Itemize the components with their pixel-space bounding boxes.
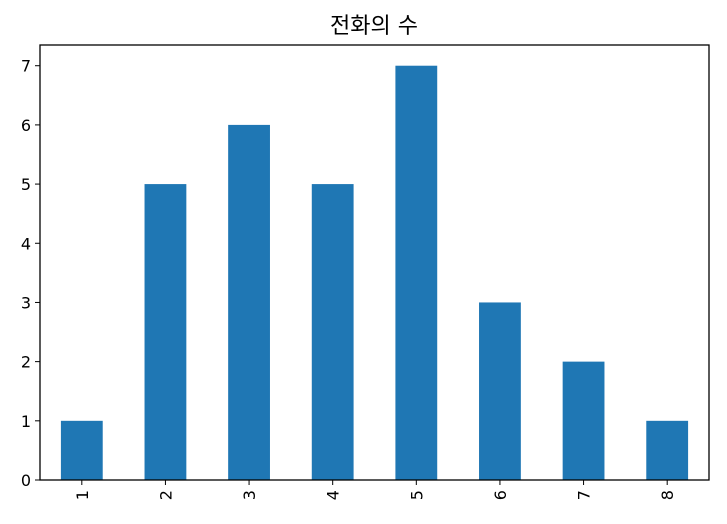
x-tick-label-8: 8: [658, 490, 677, 500]
bar-6: [479, 302, 521, 480]
x-tick-label-6: 6: [491, 490, 510, 500]
chart-title: 전화의 수: [330, 14, 418, 39]
bar-3: [228, 124, 270, 481]
bar-5: [395, 65, 438, 480]
bars-group: [60, 65, 689, 481]
bar-4: [311, 184, 354, 480]
x-tick-label-7: 7: [575, 490, 594, 500]
bar-1: [60, 420, 103, 480]
y-axis: 0 1 2 3 4 5 6 7: [21, 57, 40, 490]
bar-8: [646, 420, 689, 480]
x-tick-label-4: 4: [324, 490, 343, 500]
y-tick-label-2: 2: [21, 353, 31, 372]
y-tick-label-0: 0: [21, 471, 31, 490]
x-tick-label-5: 5: [407, 490, 426, 500]
x-tick-label-1: 1: [73, 490, 92, 500]
y-tick-label-1: 1: [21, 412, 31, 431]
bar-2: [144, 184, 187, 480]
y-tick-label-4: 4: [21, 234, 31, 253]
x-axis: 1 2 3 4 5 6 7 8: [73, 480, 677, 500]
y-tick-label-6: 6: [21, 116, 31, 135]
y-tick-label-5: 5: [21, 175, 31, 194]
plot-frame: [39, 44, 710, 481]
y-tick-label-7: 7: [21, 57, 31, 76]
x-tick-label-2: 2: [156, 490, 175, 500]
x-tick-label-3: 3: [240, 490, 259, 500]
bar-7: [562, 361, 605, 480]
y-tick-label-3: 3: [21, 293, 31, 312]
